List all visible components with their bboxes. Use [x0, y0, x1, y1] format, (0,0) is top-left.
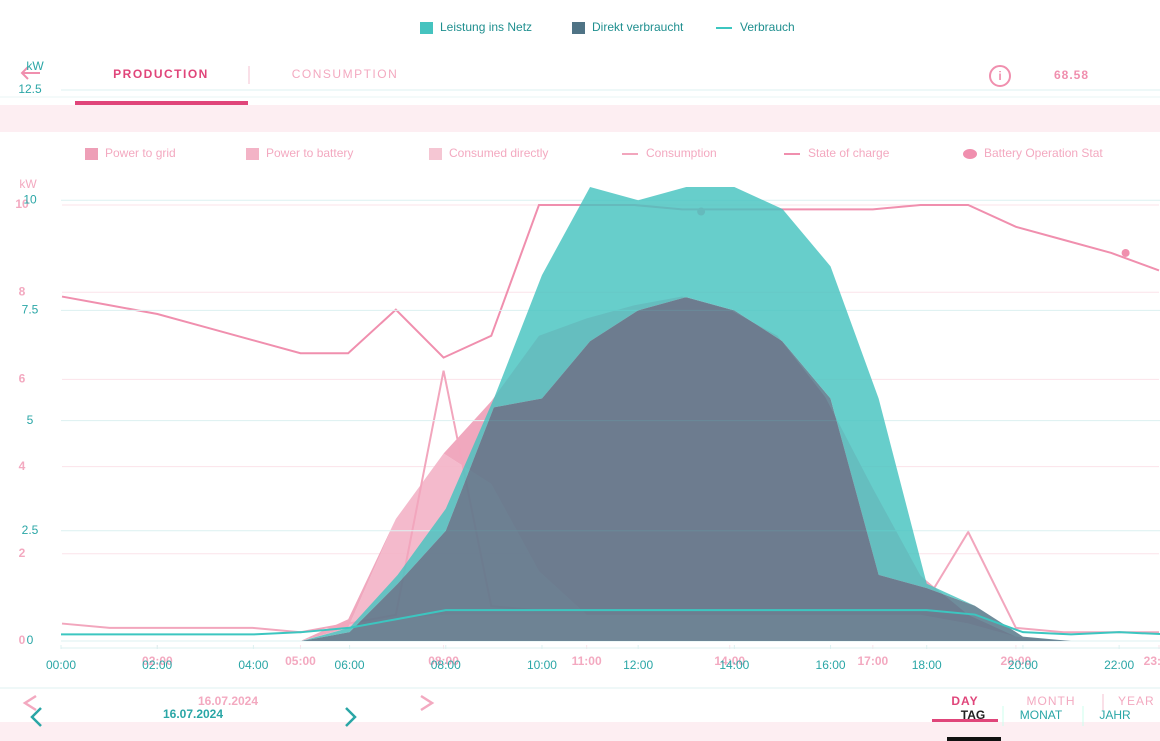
status-point	[1121, 248, 1130, 257]
legend-label: Verbrauch	[740, 20, 795, 34]
footer-strip	[0, 722, 1160, 741]
pink-day[interactable]: DAY	[951, 694, 978, 708]
x-tick-label: 06:00	[335, 658, 365, 672]
legend-label: Consumption	[646, 146, 717, 160]
x-tick-label: 04:00	[238, 658, 268, 672]
line-series	[61, 609, 1160, 636]
active-indicator	[947, 737, 1001, 741]
x-tick-label: 08:00	[431, 658, 461, 672]
y-tick-label: 2	[19, 546, 26, 560]
y-tick-label: 7.5	[22, 303, 39, 317]
x-tick-label: 18:00	[912, 658, 942, 672]
legend-label: Leistung ins Netz	[440, 20, 532, 34]
y-tick-label: 12.5	[18, 82, 42, 96]
y-tick-label: 2.5	[22, 523, 39, 537]
y-axis-label: kW	[26, 59, 44, 73]
legend-label: State of charge	[808, 146, 890, 160]
info-icon-glyph: i	[998, 69, 1001, 83]
teal-monat[interactable]: MONAT	[1020, 708, 1063, 722]
pink-date: 16.07.2024	[198, 694, 258, 708]
legend-label: Consumed directly	[449, 146, 548, 160]
legend-label: Battery Operation Stat	[984, 146, 1103, 160]
y-tick-label: 4	[19, 459, 26, 473]
legend-swatch	[429, 148, 442, 160]
x-tick-label: 17:00	[857, 654, 888, 668]
y-axis-label: kW	[19, 177, 37, 191]
legend-swatch	[420, 22, 433, 34]
y-tick-label: 10	[15, 197, 29, 211]
x-tick-label: 08:00	[428, 654, 459, 668]
x-tick-label: 16:00	[816, 658, 846, 672]
legend-label: Power to battery	[266, 146, 353, 160]
y-tick-label: 0	[19, 633, 26, 647]
x-tick-label: 14:00	[719, 658, 749, 672]
teal-jahr[interactable]: JAHR	[1099, 708, 1131, 722]
legend-swatch	[246, 148, 259, 160]
tab-production[interactable]: PRODUCTION	[113, 67, 209, 81]
teal-prev[interactable]	[30, 707, 42, 727]
x-tick-label: 20:00	[1008, 658, 1038, 672]
y-tick-label: 10	[23, 192, 37, 206]
y-tick-label: 5	[27, 413, 34, 427]
tab-underline	[75, 101, 248, 105]
pink-month[interactable]: MONTH	[1027, 694, 1076, 708]
x-tick-label: 14:00	[714, 654, 745, 668]
pink-year[interactable]: YEAR	[1118, 694, 1155, 708]
x-tick-label: 00:00	[46, 658, 76, 672]
x-tick-label: 10:00	[527, 658, 557, 672]
y-tick-label: 0	[27, 633, 34, 647]
legend-swatch	[963, 149, 977, 159]
x-tick-label: 02:00	[142, 654, 173, 668]
x-tick-label: 12:00	[623, 658, 653, 672]
x-tick-label: 23:00	[1144, 654, 1160, 668]
pink-prev[interactable]	[22, 694, 37, 712]
y-tick-label: 8	[19, 284, 26, 298]
back-arrow[interactable]	[20, 66, 40, 80]
legend-label: Direkt verbraucht	[592, 20, 684, 34]
teal-next[interactable]	[345, 707, 357, 727]
teal-tag[interactable]: TAG	[961, 708, 985, 722]
pink-next[interactable]	[420, 694, 435, 712]
pink-day-underline	[932, 719, 998, 722]
y-tick-label: 6	[19, 372, 26, 386]
header-strip	[0, 105, 1160, 132]
x-tick-label: 05:00	[285, 654, 316, 668]
tab-consumption[interactable]: CONSUMPTION	[292, 67, 399, 81]
teal-date: 16.07.2024	[163, 707, 223, 721]
legend-swatch	[85, 148, 98, 160]
total-value: 68.58	[1054, 68, 1089, 82]
x-tick-label: 20:00	[1001, 654, 1032, 668]
info-icon[interactable]	[989, 65, 1011, 87]
x-tick-label: 22:00	[1104, 658, 1134, 672]
x-tick-label: 11:00	[572, 654, 602, 668]
legend-swatch	[572, 22, 585, 34]
stacked-area	[61, 297, 1160, 641]
legend-label: Power to grid	[105, 146, 176, 160]
stacked-area	[61, 186, 1160, 641]
x-tick-label: 02:00	[142, 658, 172, 672]
